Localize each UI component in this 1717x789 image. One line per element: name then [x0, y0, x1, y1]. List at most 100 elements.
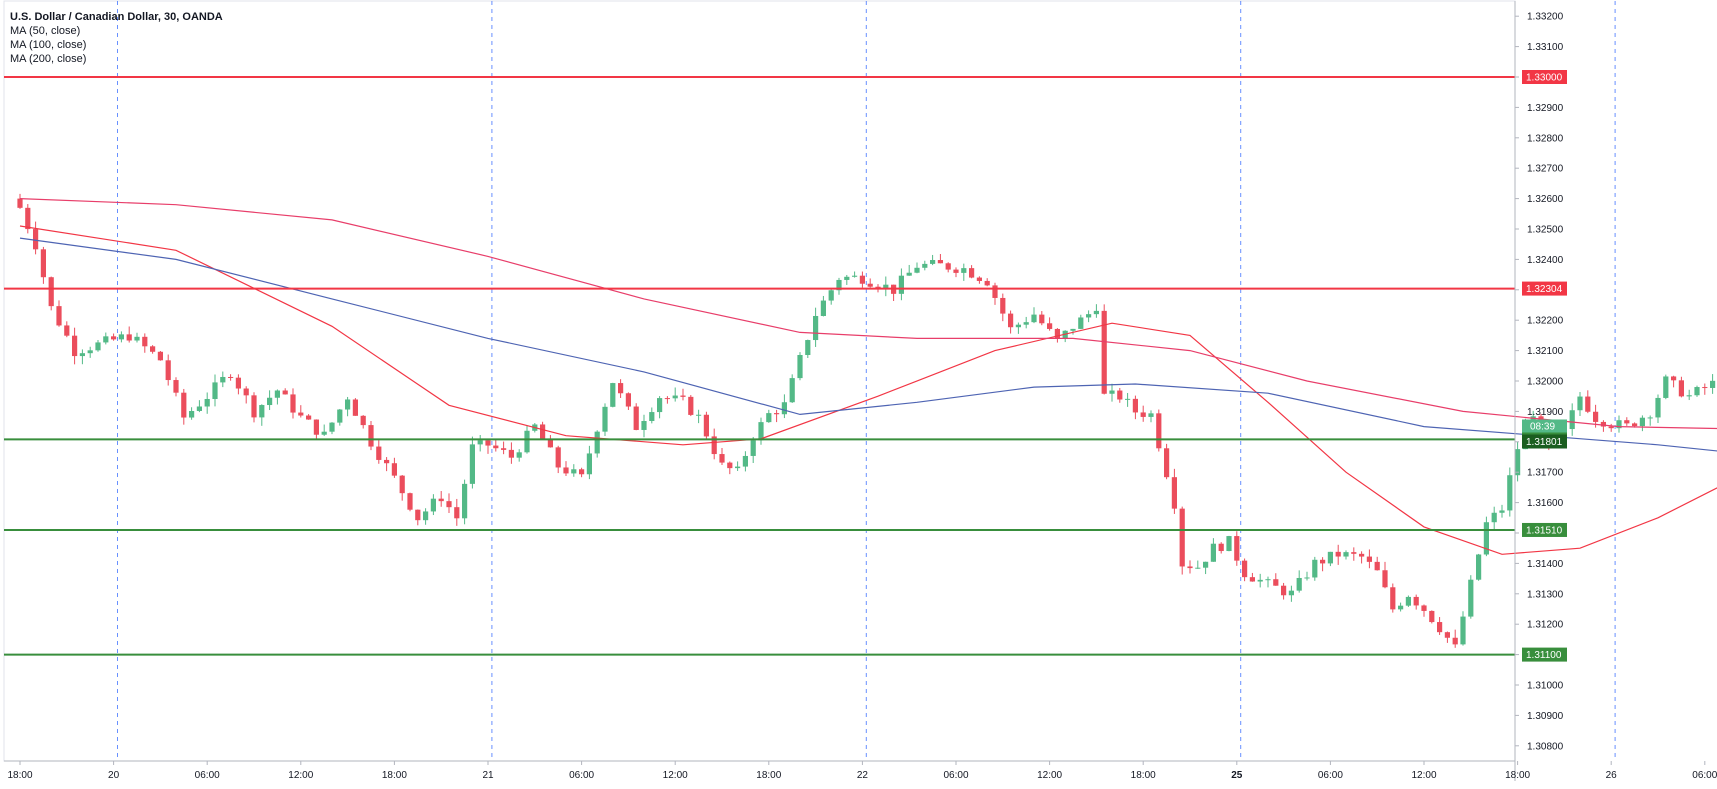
- candle-body: [1335, 551, 1341, 557]
- candle-body: [1647, 417, 1653, 419]
- candle-body: [423, 511, 429, 521]
- candle-body: [87, 350, 93, 354]
- y-tick-label-16: 1.32400: [1527, 255, 1564, 266]
- candle-body: [189, 410, 195, 418]
- y-tick-label-11: 1.31900: [1527, 407, 1564, 418]
- candle-body: [672, 395, 678, 399]
- level-price-tag-label-0: 1.33000: [1526, 73, 1563, 84]
- candle-body: [625, 393, 631, 407]
- candle-body: [384, 459, 390, 464]
- y-tick-label-14: 1.32200: [1527, 316, 1564, 327]
- candle-body: [251, 395, 257, 418]
- x-tick-label-6: 06:00: [569, 770, 594, 781]
- candle-body: [446, 501, 452, 508]
- candle-body: [1624, 420, 1630, 424]
- level-price-tag-4: [1522, 647, 1567, 662]
- candle-body: [540, 424, 546, 440]
- y-tick-label-1: 1.30900: [1527, 711, 1564, 722]
- candle-body: [1296, 577, 1302, 591]
- candle-body: [1429, 610, 1435, 623]
- candle-body: [750, 440, 756, 456]
- candle-body: [360, 415, 366, 426]
- chart-title: U.S. Dollar / Canadian Dollar, 30, OANDA: [10, 11, 223, 23]
- candle-body: [1608, 426, 1614, 429]
- x-tick-label-4: 18:00: [382, 770, 407, 781]
- candle-body: [1515, 449, 1521, 476]
- candle-body: [883, 284, 889, 289]
- candle-body: [1249, 577, 1255, 582]
- candle-body: [1390, 587, 1396, 610]
- candle-body: [313, 419, 319, 435]
- y-tick-label-18: 1.32600: [1527, 194, 1564, 205]
- candle-body: [1694, 387, 1700, 396]
- candle-body: [95, 342, 101, 351]
- candle-body: [1265, 579, 1271, 581]
- candle-body: [727, 462, 733, 469]
- candle-body: [586, 453, 592, 475]
- candle-body: [103, 336, 109, 343]
- candle-body: [571, 469, 577, 474]
- candle-body: [1632, 423, 1638, 427]
- candle-body: [1499, 510, 1505, 513]
- plot-area: [3, 0, 1516, 762]
- candle-body: [797, 354, 803, 379]
- candle-body: [1171, 477, 1177, 509]
- y-tick-label-21: 1.32900: [1527, 103, 1564, 114]
- candle-body: [1702, 387, 1708, 389]
- candle-body: [742, 455, 748, 467]
- candle-body: [719, 454, 725, 463]
- candle-body: [165, 360, 171, 381]
- candle-body: [579, 469, 585, 475]
- y-tick-label-20: 1.32800: [1527, 133, 1564, 144]
- candle-body: [1593, 411, 1599, 422]
- candle-body: [469, 444, 475, 484]
- candle-body: [1382, 570, 1388, 588]
- candle-body: [228, 376, 234, 378]
- candle-body: [1273, 579, 1279, 586]
- candle-body: [1663, 376, 1669, 398]
- level-price-tag-3: [1522, 522, 1567, 537]
- candle-body: [126, 334, 132, 341]
- candle-body: [48, 277, 54, 307]
- candle-body: [1366, 556, 1372, 562]
- candle-body: [150, 346, 156, 352]
- candle-body: [602, 406, 608, 432]
- candle-body: [1405, 596, 1411, 606]
- x-tick-label-11: 12:00: [1037, 770, 1062, 781]
- legend-ma-50: MA (50, close): [10, 25, 81, 37]
- y-tick-label-2: 1.31000: [1527, 681, 1564, 692]
- candle-body: [407, 493, 413, 510]
- candle-body: [33, 229, 39, 250]
- candle-body: [828, 290, 834, 301]
- candle-body: [72, 335, 78, 357]
- legend-ma-100: MA (100, close): [10, 39, 87, 51]
- legend-ma-200: MA (200, close): [10, 53, 87, 65]
- candle-body: [196, 406, 202, 411]
- candle-body: [1476, 554, 1482, 580]
- candle-body: [493, 445, 499, 449]
- candle-body: [1678, 380, 1684, 397]
- x-tick-label-5: 21: [482, 770, 494, 781]
- candle-body: [1359, 553, 1365, 557]
- candle-body: [984, 280, 990, 286]
- y-tick-label-4: 1.31200: [1527, 620, 1564, 631]
- level-price-tag-label-4: 1.31100: [1526, 650, 1562, 661]
- y-tick-label-12: 1.32000: [1527, 377, 1564, 388]
- candle-body: [1031, 314, 1037, 323]
- x-tick-label-12: 18:00: [1131, 770, 1156, 781]
- candle-body: [40, 249, 46, 278]
- candle-body: [1023, 322, 1029, 325]
- candle-body: [664, 398, 670, 400]
- candle-body: [1187, 566, 1193, 569]
- candle-body: [1008, 313, 1014, 328]
- candle-body: [1374, 561, 1380, 571]
- candle-body: [680, 395, 686, 397]
- y-tick-label-9: 1.31700: [1527, 468, 1564, 479]
- candle-body: [906, 272, 912, 276]
- candle-body: [1413, 596, 1419, 606]
- candle-body: [438, 498, 444, 502]
- candle-body: [306, 415, 312, 420]
- candle-body: [368, 425, 374, 447]
- level-price-tag-label-1: 1.32304: [1526, 284, 1563, 295]
